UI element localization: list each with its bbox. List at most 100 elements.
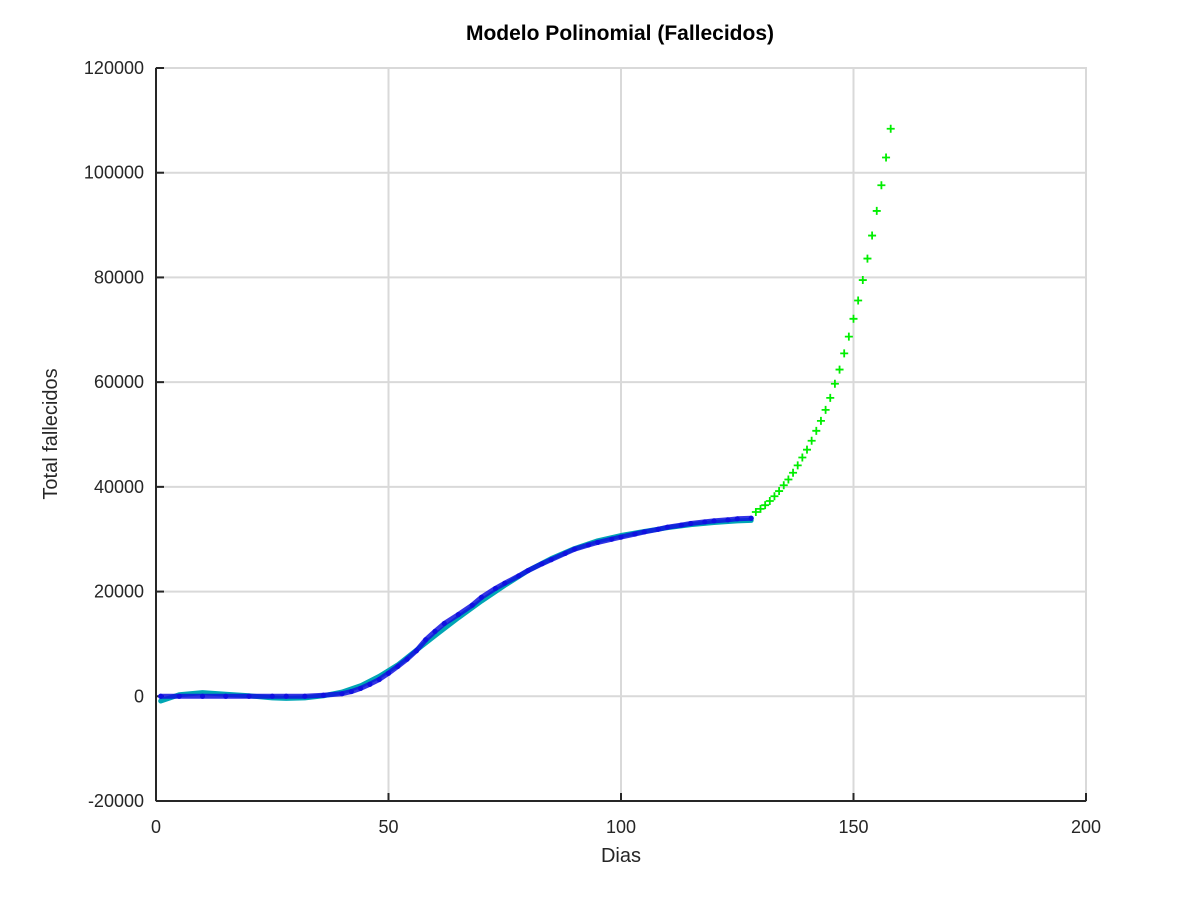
projection-point bbox=[756, 504, 765, 513]
projection-point bbox=[877, 181, 886, 190]
x-axis-label: Dias bbox=[601, 845, 641, 867]
data-point bbox=[502, 580, 508, 586]
projection-point bbox=[775, 487, 784, 496]
projection-point bbox=[835, 365, 844, 374]
y-tick-labels: -20000 0 20000 40000 60000 80000 100000 120000 bbox=[84, 58, 144, 811]
projection-point bbox=[854, 296, 863, 305]
data-point bbox=[562, 550, 568, 556]
data-point bbox=[571, 546, 578, 552]
data-point bbox=[413, 648, 419, 654]
projection-point bbox=[849, 314, 858, 323]
data-point bbox=[734, 516, 740, 522]
data-point bbox=[246, 693, 252, 699]
projection-point bbox=[784, 475, 793, 484]
data-point bbox=[618, 534, 624, 540]
data-point bbox=[404, 656, 410, 662]
data-point bbox=[492, 585, 499, 592]
data-point bbox=[455, 612, 461, 618]
data-point bbox=[609, 536, 615, 542]
y-tick-label: 20000 bbox=[94, 582, 144, 602]
projection-point bbox=[868, 231, 877, 240]
data-point bbox=[395, 663, 401, 670]
series-observed-deaths bbox=[158, 515, 754, 699]
projection-point bbox=[761, 501, 770, 510]
data-point bbox=[725, 517, 731, 523]
data-point bbox=[199, 693, 206, 699]
y-axis-label: Total fallecidos bbox=[40, 368, 62, 499]
data-point bbox=[525, 568, 531, 574]
data-point bbox=[385, 670, 392, 676]
data-point bbox=[441, 620, 447, 627]
data-point bbox=[423, 637, 429, 643]
projection-point bbox=[821, 405, 830, 414]
data-point bbox=[367, 681, 373, 687]
series-layer bbox=[158, 124, 895, 704]
y-tick-label: 100000 bbox=[84, 163, 144, 183]
data-point bbox=[632, 531, 638, 537]
data-point bbox=[478, 594, 485, 600]
projection-point bbox=[812, 426, 821, 435]
data-point bbox=[348, 688, 354, 695]
projection-point bbox=[830, 379, 839, 388]
y-tick-label: 0 bbox=[134, 686, 144, 706]
projection-point bbox=[858, 276, 867, 285]
data-point bbox=[283, 693, 289, 699]
projection-point bbox=[816, 416, 825, 425]
data-point bbox=[358, 685, 364, 692]
x-tick-labels: 0 50 100 150 200 bbox=[151, 817, 1101, 837]
projection-point bbox=[789, 468, 798, 477]
data-point bbox=[302, 693, 308, 699]
projection-point bbox=[807, 436, 816, 445]
data-point bbox=[585, 542, 592, 548]
x-tick-label: 0 bbox=[151, 817, 161, 837]
data-point bbox=[320, 692, 326, 698]
x-tick-label: 200 bbox=[1071, 817, 1101, 837]
data-point bbox=[548, 557, 554, 563]
projection-point bbox=[886, 124, 895, 133]
data-point bbox=[376, 676, 382, 683]
data-point bbox=[516, 573, 522, 579]
data-point bbox=[469, 602, 475, 608]
projection-point bbox=[751, 507, 760, 516]
projection-point bbox=[765, 496, 774, 505]
data-point bbox=[339, 691, 345, 697]
data-point bbox=[748, 515, 754, 521]
y-tick-label: 60000 bbox=[94, 372, 144, 392]
data-point bbox=[655, 526, 661, 532]
projection-point bbox=[793, 461, 802, 470]
projection-point bbox=[770, 492, 779, 501]
ticks bbox=[155, 67, 1087, 802]
projection-point bbox=[779, 481, 788, 490]
projection-point bbox=[863, 254, 872, 263]
data-point bbox=[223, 693, 229, 699]
data-point bbox=[641, 529, 647, 535]
x-tick-label: 50 bbox=[378, 817, 398, 837]
data-point bbox=[539, 561, 545, 567]
y-tick-label: 40000 bbox=[94, 477, 144, 497]
data-point bbox=[595, 539, 601, 545]
x-tick-label: 100 bbox=[606, 817, 636, 837]
projection-point bbox=[826, 393, 835, 402]
y-tick-label: 80000 bbox=[94, 267, 144, 287]
series-projection bbox=[751, 124, 895, 516]
projection-point bbox=[872, 206, 881, 215]
data-point bbox=[664, 524, 671, 530]
projection-point bbox=[882, 153, 891, 162]
data-point bbox=[678, 522, 685, 528]
data-point bbox=[269, 693, 275, 699]
data-point bbox=[432, 628, 438, 634]
projection-point bbox=[803, 445, 811, 454]
data-point bbox=[702, 519, 708, 525]
projection-point bbox=[844, 332, 853, 341]
data-point bbox=[158, 693, 164, 699]
x-tick-label: 150 bbox=[838, 817, 868, 837]
projection-point bbox=[798, 453, 807, 462]
data-point bbox=[176, 693, 182, 699]
chart-title: Modelo Polinomial (Fallecidos) bbox=[466, 22, 774, 45]
y-tick-label: 120000 bbox=[84, 58, 144, 78]
data-point bbox=[688, 520, 694, 527]
y-tick-label: -20000 bbox=[88, 791, 144, 811]
data-point bbox=[711, 518, 717, 524]
